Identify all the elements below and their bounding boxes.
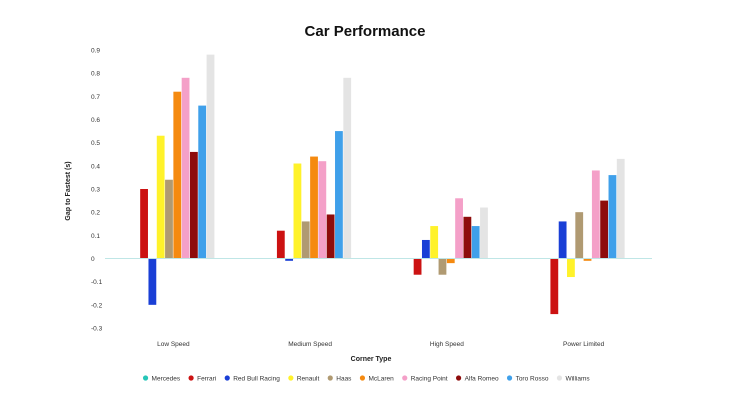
bar-ferrari-1 — [140, 189, 148, 259]
bar-alfa-romeo-4 — [600, 200, 609, 259]
bar-haas-3 — [438, 258, 447, 275]
y-tick-label: 0 — [91, 256, 95, 263]
legend-item-williams: Williams — [556, 375, 590, 382]
y-tick-label: -0.1 — [91, 279, 103, 286]
bar-renault-3 — [430, 226, 439, 259]
y-tick-label: -0.3 — [91, 326, 103, 333]
legend-label: Alfa Romeo — [465, 375, 499, 382]
y-tick-label: 0.5 — [91, 140, 100, 147]
x-tick-label: Low Speed — [157, 341, 190, 348]
bar-haas-1 — [165, 179, 173, 259]
legend-label: Red Bull Racing — [233, 375, 280, 382]
bars — [140, 54, 625, 315]
legend-item-alfa-romeo: Alfa Romeo — [456, 375, 499, 382]
legend-item-red-bull-racing: Red Bull Racing — [224, 375, 280, 382]
legend-swatch — [506, 375, 513, 381]
x-tick-label: Medium Speed — [288, 341, 332, 348]
legend-item-toro-rosso: Toro Rosso — [506, 375, 549, 382]
legend-swatch — [327, 375, 333, 381]
bar-williams-4 — [616, 158, 625, 259]
bar-renault-2 — [293, 163, 302, 259]
legend-label: Haas — [336, 375, 352, 382]
bar-mclaren-3 — [446, 258, 455, 264]
legend-swatch — [142, 375, 149, 381]
y-tick-label: 0.9 — [91, 48, 100, 55]
chart-title: Car Performance — [305, 23, 426, 40]
bar-williams-3 — [480, 207, 488, 259]
legend-item-mercedes: Mercedes — [142, 375, 181, 382]
bar-alfa-romeo-1 — [189, 151, 198, 259]
legend-swatch — [224, 375, 230, 381]
legend-swatch — [359, 375, 366, 381]
y-tick-label: 0.3 — [91, 187, 100, 194]
bar-williams-2 — [343, 77, 352, 259]
bar-red-bull-racing-3 — [421, 239, 430, 259]
legend-label: McLaren — [368, 375, 394, 382]
bar-racing-point-2 — [318, 161, 327, 259]
bar-red-bull-racing-4 — [558, 221, 567, 259]
bar-ferrari-4 — [550, 258, 559, 315]
bar-mclaren-1 — [173, 91, 182, 259]
legend-swatch — [456, 375, 462, 381]
y-tick-label: 0.1 — [91, 233, 100, 240]
bar-toro-rosso-4 — [608, 175, 617, 259]
legend-item-mclaren: McLaren — [359, 375, 394, 382]
x-tick-label: Power Limited — [563, 341, 605, 348]
legend-swatch — [402, 375, 408, 381]
bar-mclaren-4 — [583, 258, 592, 261]
bar-williams-1 — [206, 54, 215, 259]
bar-ferrari-2 — [276, 230, 285, 259]
legend: Mercedes Ferrari Red Bull Racing Renault Haa… — [142, 375, 590, 382]
legend-swatch — [288, 375, 294, 381]
bar-alfa-romeo-3 — [463, 216, 472, 259]
y-tick-label: 0.7 — [91, 94, 100, 101]
y-tick-labels: 0.9 0.8 0.7 0.6 0.5 0.4 0.3 0.2 0.1 0 -0.1 -0.2 -0.3 — [91, 48, 103, 333]
y-tick-label: 0.2 — [91, 210, 100, 217]
bar-racing-point-3 — [455, 198, 463, 259]
legend-swatch — [556, 375, 563, 381]
bar-haas-2 — [301, 221, 310, 259]
bar-red-bull-racing-1 — [148, 258, 157, 305]
legend-item-ferrari: Ferrari — [188, 375, 216, 382]
legend-label: Mercedes — [152, 375, 181, 382]
bar-renault-1 — [156, 135, 165, 259]
bar-toro-rosso-3 — [471, 226, 480, 259]
y-tick-label: 0.4 — [91, 163, 100, 170]
y-tick-label: -0.2 — [91, 302, 103, 309]
legend-label: Toro Rosso — [516, 375, 549, 382]
bar-racing-point-1 — [181, 77, 190, 259]
bar-haas-4 — [575, 212, 584, 259]
y-tick-label: 0.8 — [91, 71, 100, 78]
bar-renault-4 — [567, 258, 575, 278]
x-tick-label: High Speed — [430, 341, 464, 348]
bar-alfa-romeo-2 — [326, 214, 335, 259]
bar-racing-point-4 — [591, 170, 600, 259]
y-axis-label: Gap to Fastest (s) — [65, 161, 72, 220]
bar-red-bull-racing-2 — [285, 258, 294, 261]
x-tick-labels: Low Speed Medium Speed High Speed Power Lim… — [157, 341, 604, 348]
bar-ferrari-3 — [413, 258, 422, 275]
legend-label: Renault — [297, 375, 320, 382]
y-tick-label: 0.6 — [91, 117, 100, 124]
legend-label: Williams — [565, 375, 590, 382]
legend-item-haas: Haas — [327, 375, 352, 382]
legend-label: Ferrari — [197, 375, 216, 382]
x-axis-label: Corner Type — [351, 356, 392, 363]
bar-toro-rosso-2 — [335, 131, 343, 259]
legend-swatch — [188, 375, 194, 381]
legend-item-racing-point: Racing Point — [402, 375, 448, 382]
bar-mclaren-2 — [310, 156, 318, 259]
legend-item-renault: Renault — [288, 375, 319, 382]
legend-label: Racing Point — [411, 375, 448, 382]
bar-toro-rosso-1 — [198, 105, 207, 259]
